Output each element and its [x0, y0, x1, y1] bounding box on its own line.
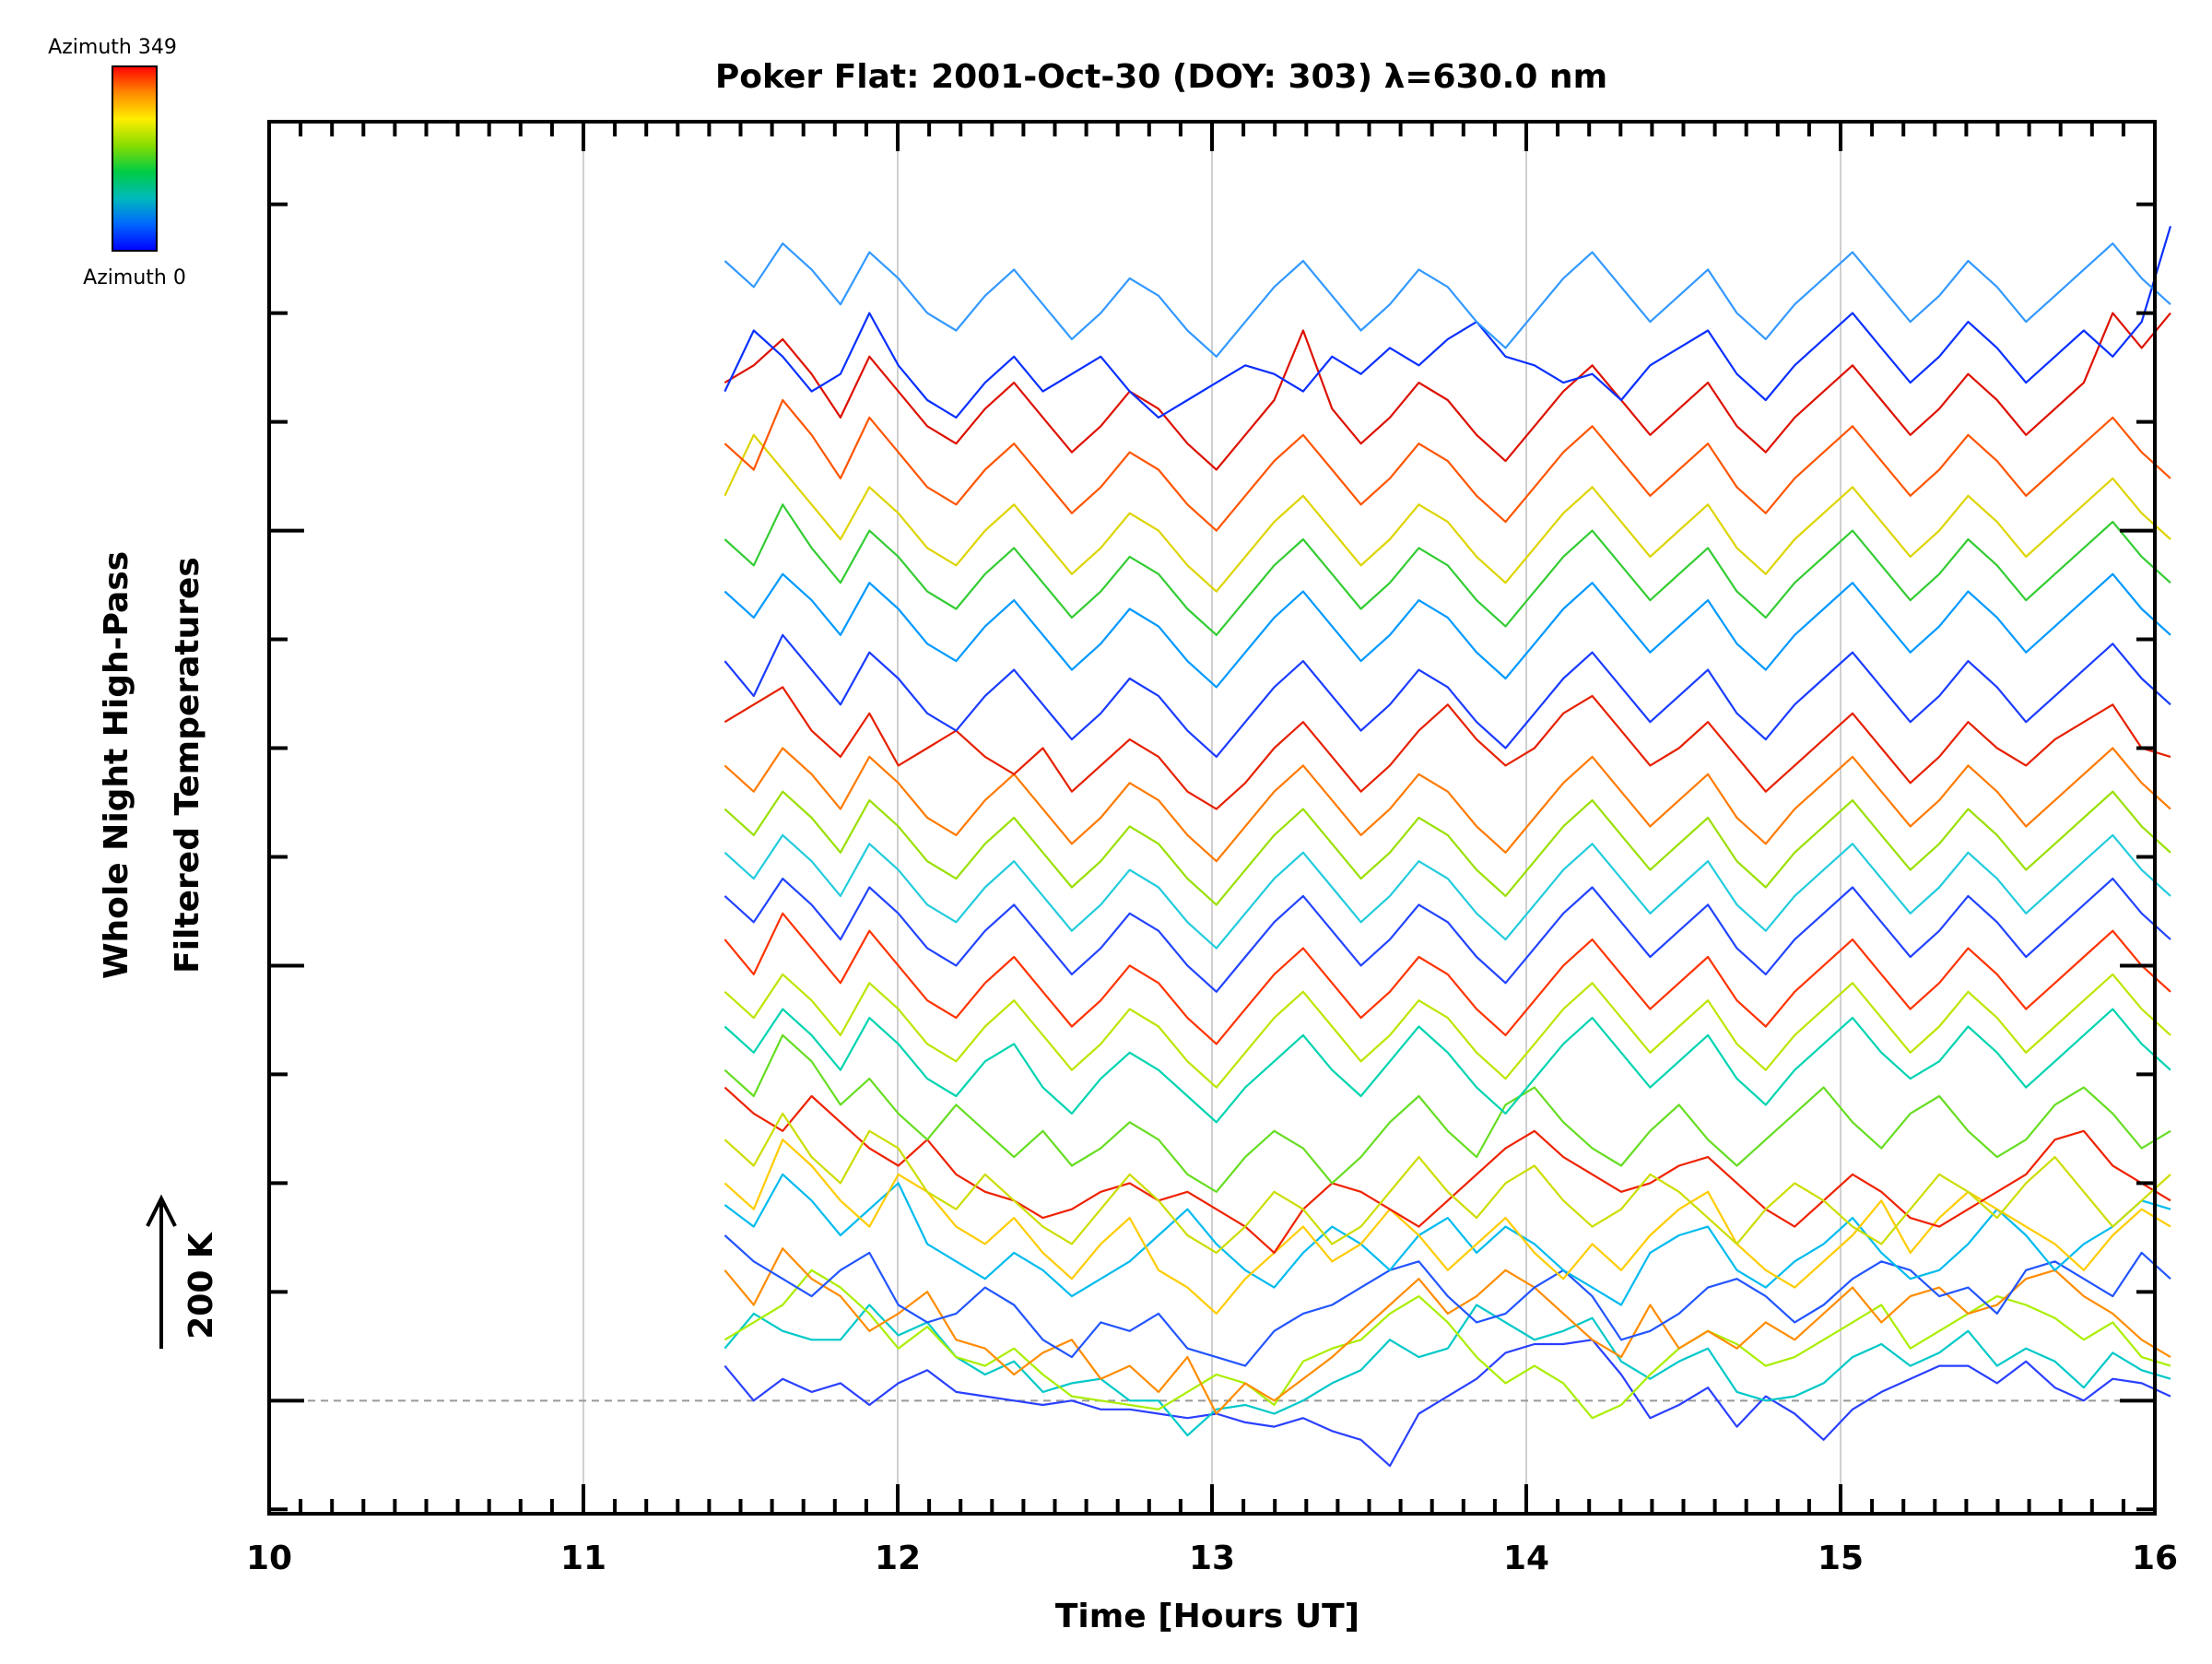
axes: [267, 120, 2157, 1516]
scale-marker-label: 200 K: [182, 1232, 220, 1339]
chart-title: Poker Flat: 2001-Oct-30 (DOY: 303) λ=630…: [715, 58, 1607, 96]
series-line-16: [724, 790, 2171, 906]
series-line-26: [724, 242, 2171, 358]
series-line-3: [724, 1269, 2171, 1420]
vertical-gridlines: [269, 122, 2155, 1514]
series-line-14: [724, 877, 2171, 993]
colorbar-gradient: [112, 65, 158, 252]
series-line-7: [724, 1139, 2171, 1316]
series-line-9: [724, 1112, 2171, 1255]
series-line-1: [724, 1339, 2171, 1468]
x-axis-label: Time [Hours UT]: [1055, 1598, 1359, 1635]
series-line-18: [724, 686, 2171, 810]
series-line-19: [724, 633, 2171, 759]
series-line-20: [724, 572, 2171, 689]
series-line-21: [724, 503, 2171, 636]
y-axis-label-line-2: Filtered Temperatures: [169, 557, 206, 974]
series-line-6: [724, 1173, 2171, 1306]
x-tick-label: 11: [560, 1540, 606, 1577]
colorbar-top-label: Azimuth 349: [48, 36, 177, 59]
series-line-23: [724, 398, 2171, 532]
series-line-22: [724, 433, 2171, 593]
x-tick-label: 13: [1189, 1540, 1235, 1577]
x-tick-label: 10: [246, 1540, 292, 1577]
series-line-8: [724, 1086, 2171, 1255]
series-line-25: [724, 225, 2172, 419]
x-tick-label: 14: [1503, 1540, 1549, 1577]
scale-arrow-head: [146, 1194, 177, 1227]
x-tick-label: 15: [1818, 1540, 1864, 1577]
series-line-10: [724, 1033, 2171, 1193]
series-line-17: [724, 747, 2171, 863]
series-line-5: [724, 1234, 2171, 1367]
series-line-12: [724, 973, 2171, 1089]
series-line-13: [724, 912, 2171, 1045]
series-line-24: [724, 312, 2171, 471]
series-line-15: [724, 833, 2171, 950]
x-tick-labels: 10 11 12 13 14 15 16: [246, 1540, 2178, 1577]
series-lines: [724, 225, 2172, 1468]
y-axis-label-line-1: Whole Night High-Pass: [98, 551, 135, 979]
scale-marker: 200 K: [146, 1194, 220, 1349]
x-tick-label: 12: [875, 1540, 921, 1577]
x-tick-label: 16: [2132, 1540, 2178, 1577]
colorbar-bottom-label: Azimuth 0: [83, 266, 186, 289]
series-line-11: [724, 1008, 2171, 1124]
colorbar: Azimuth 349 Azimuth 0: [48, 36, 186, 289]
series-line-4: [724, 1247, 2171, 1415]
series-line-2: [724, 1304, 2171, 1437]
